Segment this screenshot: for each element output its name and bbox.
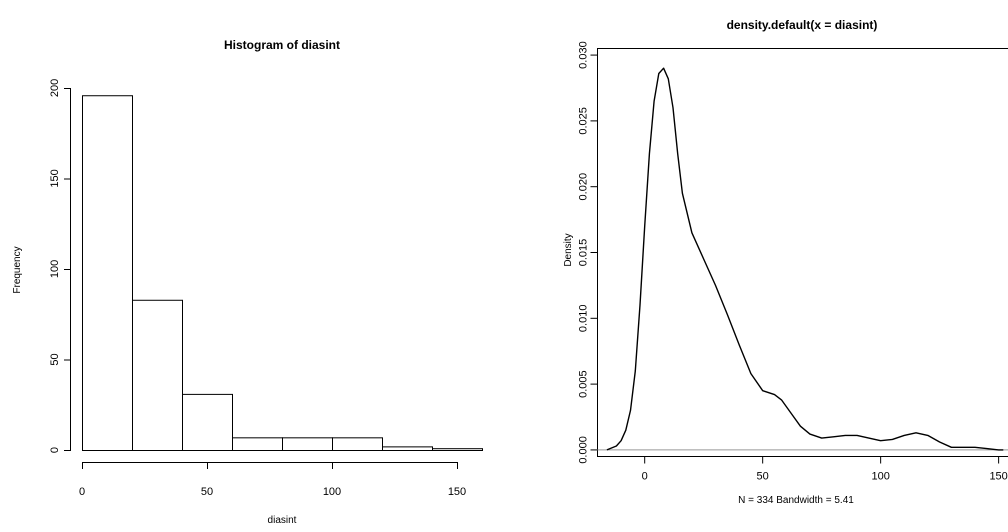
density-x-tick-label: 50 bbox=[757, 471, 769, 483]
histogram-y-tick-label: 200 bbox=[49, 79, 61, 97]
density-x-tick-label: 100 bbox=[871, 471, 889, 483]
histogram-x-axis-label: diasint bbox=[268, 515, 297, 526]
histogram-bar bbox=[182, 393, 233, 452]
histogram-bar bbox=[332, 437, 383, 451]
histogram-x-tick-label: 0 bbox=[79, 486, 85, 498]
histogram-bar bbox=[432, 448, 483, 452]
histogram-chart: Histogram of diasint diasint Frequency 0… bbox=[12, 38, 483, 526]
histogram-bar bbox=[82, 95, 133, 452]
density-y-tick-label: 0.010 bbox=[578, 305, 590, 333]
density-plot-box bbox=[597, 48, 1008, 457]
density-curve bbox=[606, 67, 1004, 451]
histogram-title: Histogram of diasint bbox=[224, 38, 340, 52]
density-y-tick-label: 0.015 bbox=[578, 239, 590, 267]
histogram-y-tick-label: 100 bbox=[49, 260, 61, 278]
density-lines bbox=[597, 67, 1008, 451]
density-axes: 0 50 100 150 0.000 0.005 0.010 0.015 0.020 0.025 0… bbox=[578, 41, 1008, 482]
density-y-tick-label: 0.000 bbox=[578, 436, 590, 464]
density-y-tick-label: 0.020 bbox=[578, 173, 590, 201]
density-x-axis-label: N = 334 Bandwidth = 5.41 bbox=[738, 495, 854, 506]
histogram-x-tick-label: 50 bbox=[201, 486, 213, 498]
density-x-tick-label: 0 bbox=[642, 471, 648, 483]
histogram-y-tick-label: 150 bbox=[49, 169, 61, 187]
histogram-axes: 0 50 100 150 0 50 100 150 200 bbox=[49, 79, 466, 498]
histogram-bar bbox=[132, 299, 183, 451]
histogram-x-tick-label: 100 bbox=[323, 486, 341, 498]
density-y-tick-label: 0.030 bbox=[578, 41, 590, 69]
density-y-tick-label: 0.005 bbox=[578, 370, 590, 398]
density-y-axis-label: Density bbox=[563, 233, 574, 266]
density-title: density.default(x = diasint) bbox=[727, 18, 878, 32]
density-y-tick-label: 0.025 bbox=[578, 107, 590, 135]
histogram-x-tick-label: 150 bbox=[448, 486, 466, 498]
histogram-y-tick-label: 50 bbox=[49, 353, 61, 365]
histogram-bars bbox=[82, 95, 483, 452]
histogram-y-axis-label: Frequency bbox=[12, 246, 23, 293]
density-x-tick-label: 150 bbox=[989, 471, 1007, 483]
histogram-y-tick-label: 0 bbox=[49, 447, 61, 453]
